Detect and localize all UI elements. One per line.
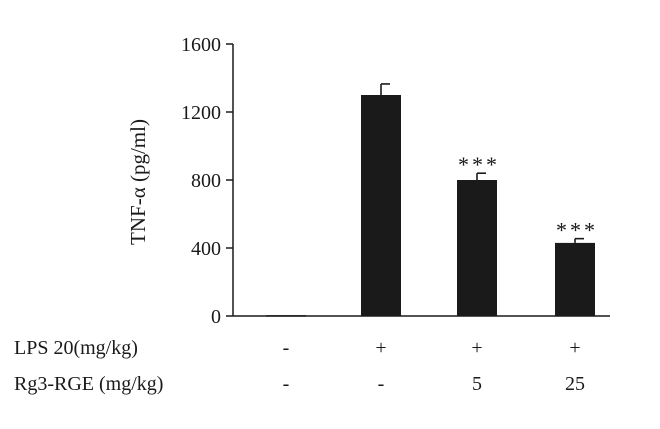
treatment-row-label: Rg3-RGE (mg/kg) (14, 373, 163, 395)
y-tick-label: 0 (211, 306, 221, 328)
bar (555, 242, 595, 316)
significance-annotations: *** *** (458, 152, 598, 243)
y-axis-title: TNF-α (pg/ml) (126, 119, 150, 245)
bar (361, 95, 401, 316)
treatment-row-value: + (471, 337, 482, 359)
treatment-row-value: - (283, 337, 290, 359)
treatment-rows: LPS 20(mg/kg) - + + + Rg3-RGE (mg/kg) - - 5 25 (14, 337, 585, 395)
error-bars (380, 83, 584, 243)
bar (457, 180, 497, 316)
y-tick-label: 1600 (181, 34, 221, 56)
treatment-row-value: - (378, 373, 385, 395)
treatment-row-value: 25 (565, 373, 585, 395)
significance-stars: *** (556, 218, 598, 243)
treatment-row-value: 5 (472, 373, 482, 395)
y-tick-label: 400 (191, 238, 221, 260)
treatment-row-value: + (375, 337, 386, 359)
treatment-row-label: LPS 20(mg/kg) (14, 337, 138, 359)
y-tick-label: 800 (191, 170, 221, 192)
bars (266, 95, 595, 317)
axes (232, 44, 610, 317)
significance-stars: *** (458, 152, 500, 177)
treatment-row-value: - (283, 373, 290, 395)
treatment-row-value: + (569, 337, 580, 359)
y-tick-label: 1200 (181, 102, 221, 124)
bar (266, 315, 306, 317)
y-axis-ticks: 0 400 800 1200 1600 (181, 34, 233, 328)
